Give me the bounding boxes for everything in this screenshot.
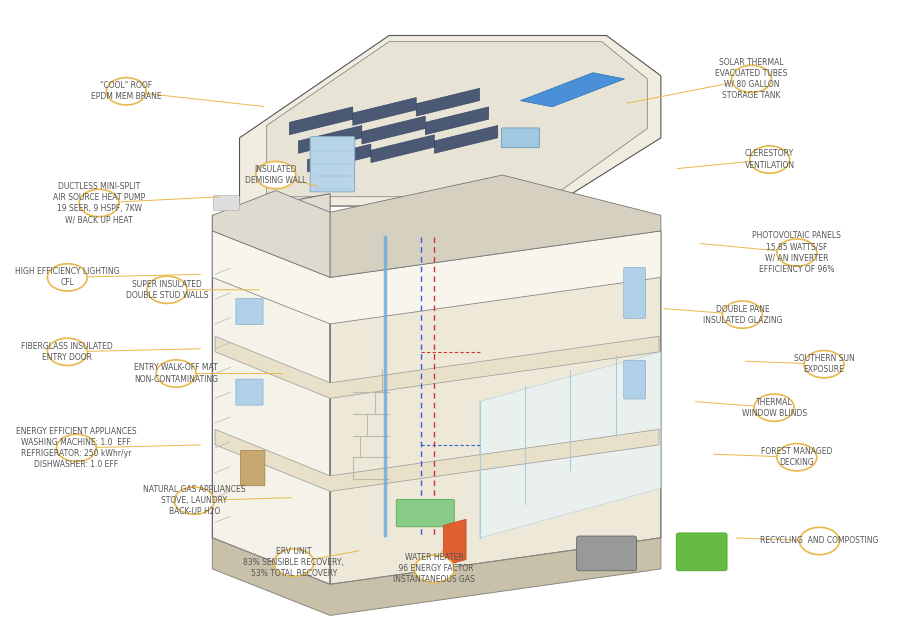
FancyBboxPatch shape — [624, 267, 646, 318]
Polygon shape — [213, 231, 330, 584]
Circle shape — [174, 487, 214, 515]
Circle shape — [723, 301, 762, 328]
Polygon shape — [215, 429, 660, 492]
Circle shape — [156, 360, 196, 387]
Text: PHOTOVOLTAIC PANELS
15.85 WATTS/SF
W/ AN INVERTER
EFFICIENCY OF 96%: PHOTOVOLTAIC PANELS 15.85 WATTS/SF W/ AN… — [752, 231, 841, 273]
Circle shape — [749, 146, 790, 173]
Polygon shape — [239, 36, 660, 206]
Polygon shape — [416, 88, 480, 116]
Polygon shape — [443, 520, 466, 566]
Polygon shape — [213, 538, 660, 616]
FancyBboxPatch shape — [501, 128, 540, 148]
Circle shape — [804, 351, 844, 378]
Polygon shape — [434, 125, 497, 153]
Polygon shape — [480, 352, 660, 538]
FancyBboxPatch shape — [240, 450, 265, 486]
Text: CLERESTORY
VENTILATION: CLERESTORY VENTILATION — [745, 150, 795, 169]
Text: DUCTLESS MINI-SPLIT
AIR SOURCE HEAT PUMP
19 SEER, 9 HSPF, 7KW
W/ BACK UP HEAT: DUCTLESS MINI-SPLIT AIR SOURCE HEAT PUMP… — [53, 182, 146, 224]
Text: THERMAL
WINDOW BLINDS: THERMAL WINDOW BLINDS — [742, 397, 807, 417]
Circle shape — [414, 555, 454, 583]
Polygon shape — [299, 125, 362, 153]
Text: HIGH EFFICIENCY LIGHTING
CFL: HIGH EFFICIENCY LIGHTING CFL — [15, 267, 120, 287]
Text: ENTRY WALK-OFF MAT
NON-CONTAMINATING: ENTRY WALK-OFF MAT NON-CONTAMINATING — [134, 363, 218, 384]
Text: DOUBLE PANE
INSULATED GLAZING: DOUBLE PANE INSULATED GLAZING — [703, 305, 782, 325]
Text: SOUTHERN SUN
EXPOSURE: SOUTHERN SUN EXPOSURE — [793, 354, 855, 374]
Polygon shape — [425, 107, 489, 135]
Text: INSULATED
DEMISING WALL: INSULATED DEMISING WALL — [245, 165, 307, 185]
Polygon shape — [308, 144, 371, 172]
FancyBboxPatch shape — [236, 298, 263, 325]
Circle shape — [147, 276, 187, 303]
FancyBboxPatch shape — [397, 500, 454, 526]
Circle shape — [106, 78, 147, 105]
Polygon shape — [353, 98, 416, 125]
Text: "COOL" ROOF
EPDM MEM BRANE: "COOL" ROOF EPDM MEM BRANE — [91, 81, 161, 102]
Circle shape — [777, 239, 817, 266]
Text: FIBERGLASS INSULATED
ENTRY DOOR: FIBERGLASS INSULATED ENTRY DOOR — [21, 342, 114, 362]
Circle shape — [79, 189, 119, 217]
Polygon shape — [213, 231, 660, 324]
Circle shape — [800, 527, 839, 554]
Polygon shape — [520, 73, 625, 107]
Polygon shape — [267, 42, 648, 197]
Circle shape — [48, 338, 87, 366]
Circle shape — [274, 549, 314, 576]
Circle shape — [48, 264, 87, 291]
Polygon shape — [215, 336, 660, 398]
Polygon shape — [213, 191, 330, 277]
Text: RECYCLING  AND COMPOSTING: RECYCLING AND COMPOSTING — [760, 536, 878, 546]
Text: SOLAR THERMAL
EVACUATED TUBES
W/ 80 GALLON
STORAGE TANK: SOLAR THERMAL EVACUATED TUBES W/ 80 GALL… — [715, 58, 788, 100]
Polygon shape — [330, 231, 660, 584]
Text: FOREST MANAGED
DECKING: FOREST MANAGED DECKING — [761, 447, 833, 467]
Circle shape — [777, 444, 817, 471]
Text: ERV UNIT
83% SENSIBLE RECOVERY,
53% TOTAL RECOVERY: ERV UNIT 83% SENSIBLE RECOVERY, 53% TOTA… — [244, 547, 344, 578]
FancyBboxPatch shape — [213, 196, 239, 211]
Text: SUPER INSULATED
DOUBLE STUD WALLS: SUPER INSULATED DOUBLE STUD WALLS — [125, 280, 208, 300]
Circle shape — [754, 394, 794, 421]
Text: NATURAL GAS APPLIANCES
STOVE, LAUNDRY
BACK-UP H2O: NATURAL GAS APPLIANCES STOVE, LAUNDRY BA… — [143, 485, 245, 516]
Circle shape — [256, 161, 296, 189]
FancyBboxPatch shape — [576, 536, 637, 571]
Polygon shape — [289, 107, 353, 135]
FancyBboxPatch shape — [311, 136, 354, 192]
Circle shape — [732, 65, 771, 93]
FancyBboxPatch shape — [624, 361, 646, 399]
Polygon shape — [213, 194, 330, 231]
Polygon shape — [330, 175, 660, 277]
Text: ENERGY EFFICIENT APPLIANCES
WASHING MACHINE: 1.0  EFF.
REFRIGERATOR: 250 kWhr/yr: ENERGY EFFICIENT APPLIANCES WASHING MACH… — [16, 427, 136, 469]
Polygon shape — [371, 135, 434, 163]
FancyBboxPatch shape — [676, 533, 727, 571]
FancyBboxPatch shape — [236, 379, 263, 405]
Text: WATER HEATER
.96 ENERGY FACTOR
INSTANTANEOUS GAS: WATER HEATER .96 ENERGY FACTOR INSTANTAN… — [393, 553, 475, 584]
Polygon shape — [362, 116, 425, 144]
Circle shape — [57, 434, 96, 462]
